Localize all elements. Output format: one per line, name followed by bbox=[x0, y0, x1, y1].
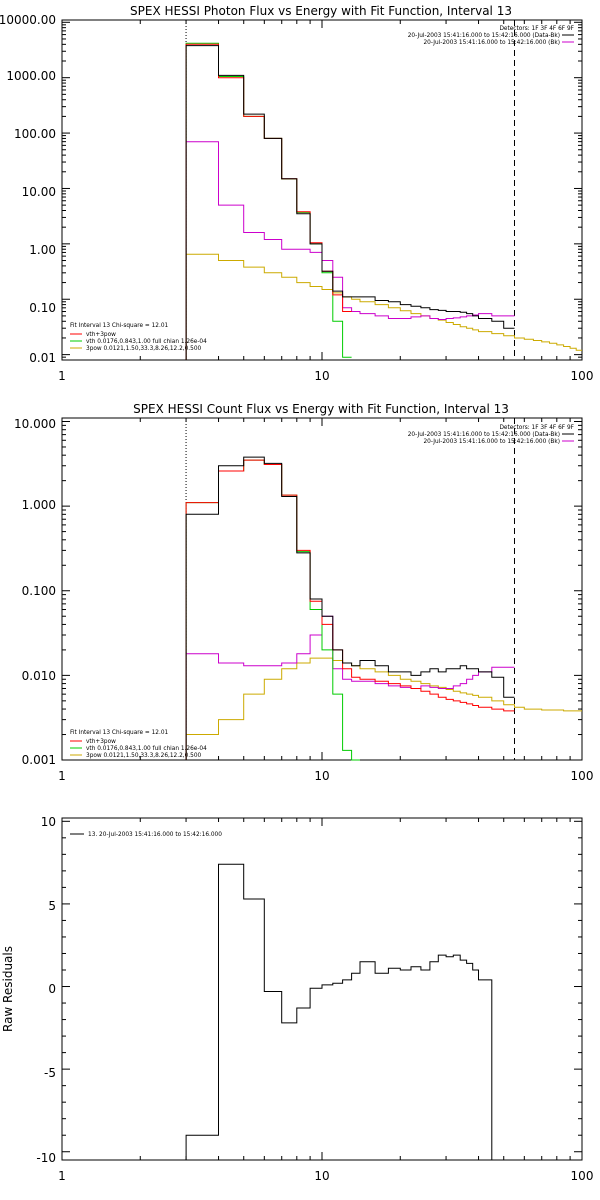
count-flux-panel: SPEX HESSI Count Flux vs Energy with Fit… bbox=[14, 402, 593, 783]
panel1-xtick-label-100: 100 bbox=[571, 369, 594, 383]
panel2-ytick-label-0.01: 0.010 bbox=[22, 669, 56, 683]
panel2-ytick-label-1: 1.000 bbox=[22, 498, 56, 512]
panel1-legend-right-1: 20-Jul-2003 15:41:16.000 to 15:42:16.000… bbox=[423, 40, 560, 46]
panel1-legend-left-1: vth 0.0176,0.843,1.00 full chian 1.26e-0… bbox=[86, 339, 207, 345]
panel2-legend-left-header: Fit Interval 13 Chi-square = 12.01 bbox=[70, 730, 169, 736]
panel1-detectors-label: Detectors: 1F 3F 4F 6F 9F bbox=[499, 26, 574, 32]
panel2-legend-right-1: 20-Jul-2003 15:41:16.000 to 15:42:16.000… bbox=[423, 439, 560, 445]
panel2-series-bk bbox=[185, 615, 515, 760]
panel3-ytick-label-minus5: -5 bbox=[44, 1066, 56, 1080]
panel3-xtick-label-1: 1 bbox=[58, 1169, 66, 1183]
panel1-legend-right-0: 20-Jul-2003 15:41:16.000 to 15:42:16.000… bbox=[408, 33, 560, 39]
panel1-series-3pow bbox=[185, 253, 582, 360]
panel3-ytick-label-10: 10 bbox=[41, 815, 56, 829]
panel1-legend-left-header: Fit Interval 13 Chi-square = 12.01 bbox=[70, 323, 169, 329]
panel1-ytick-label-10: 10.00 bbox=[22, 185, 56, 199]
panel1-series-vth bbox=[185, 42, 352, 360]
panel2-ytick-label-0.1: 0.100 bbox=[22, 584, 56, 598]
panel3-ytick-label-minus10: -10 bbox=[36, 1151, 56, 1165]
panel2-xtick-label-100: 100 bbox=[571, 769, 594, 783]
panel2-ytick-label-0.001: 0.001 bbox=[22, 753, 56, 767]
panel1-ytick-label-100: 100.00 bbox=[14, 127, 56, 141]
panel2-series-vth_plus_3pow bbox=[185, 459, 515, 760]
panel1-xtick-label-10: 10 bbox=[314, 369, 329, 383]
panel1-xtick-label-1: 1 bbox=[58, 369, 66, 383]
panel3-ytick-label-5: 5 bbox=[48, 899, 56, 913]
panel2-ytick-label-10: 10.000 bbox=[14, 417, 56, 431]
panel1-series-bk bbox=[185, 141, 515, 360]
panel1-series-vth_plus_3pow bbox=[185, 43, 352, 360]
panel2-legend-left-1: vth 0.0176,0.843,1.00 full chian 1.26e-0… bbox=[86, 746, 207, 752]
panel2-legend-right-0: 20-Jul-2003 15:41:16.000 to 15:42:16.000… bbox=[408, 432, 560, 438]
panel2-xtick-label-10: 10 bbox=[314, 769, 329, 783]
panel2-series-3pow bbox=[185, 657, 582, 760]
panel1-series-sum bbox=[185, 45, 515, 360]
panel3-y-axis-label: Raw Residuals bbox=[1, 946, 15, 1032]
photon-flux-panel: SPEX HESSI Photon Flux vs Energy with Fi… bbox=[0, 4, 593, 383]
panel1-ytick-label-0.1: 0.10 bbox=[29, 301, 56, 315]
panel2-series-vth bbox=[185, 459, 360, 761]
panel2-legend-left-2: 3pow 0.0121,1.50,33.3,8.26,12.2,0.500 bbox=[86, 753, 202, 759]
panel2-xtick-label-1: 1 bbox=[58, 769, 66, 783]
panel1-ytick-label-1000: 1000.00 bbox=[6, 69, 56, 83]
panel2-title: SPEX HESSI Count Flux vs Energy with Fit… bbox=[133, 402, 509, 416]
panel1-ytick-label-1: 1.00 bbox=[29, 243, 56, 257]
panel3-series-sum bbox=[185, 863, 504, 1161]
panel3-legend-text: 13. 20-Jul-2003 15:41:16.000 to 15:42:16… bbox=[88, 832, 222, 838]
panel2-series-sum bbox=[185, 456, 515, 760]
panel1-legend-left-0: vth+3pow bbox=[86, 332, 116, 338]
raw-residuals-panel: Raw Residuals 10 5 0 -5 -10 1 10 100 13.… bbox=[1, 815, 593, 1183]
panel3-xtick-label-10: 10 bbox=[314, 1169, 329, 1183]
panel2-legend-left-0: vth+3pow bbox=[86, 739, 116, 745]
panel1-title: SPEX HESSI Photon Flux vs Energy with Fi… bbox=[130, 4, 512, 18]
panel1-legend-left-2: 3pow 0.0121,1.50,33.3,8.26,12.2,0.500 bbox=[86, 346, 202, 352]
panel1-ytick-label-10000: 10000.00 bbox=[0, 13, 56, 27]
panel3-frame bbox=[61, 817, 583, 1161]
panel3-ytick-label-0: 0 bbox=[48, 982, 56, 996]
panel1-frame bbox=[61, 19, 583, 361]
panel3-xtick-label-100: 100 bbox=[571, 1169, 594, 1183]
panel1-ytick-label-0.01: 0.01 bbox=[29, 351, 56, 365]
panel2-detectors-label: Detectors: 1F 3F 4F 6F 9F bbox=[499, 425, 574, 431]
